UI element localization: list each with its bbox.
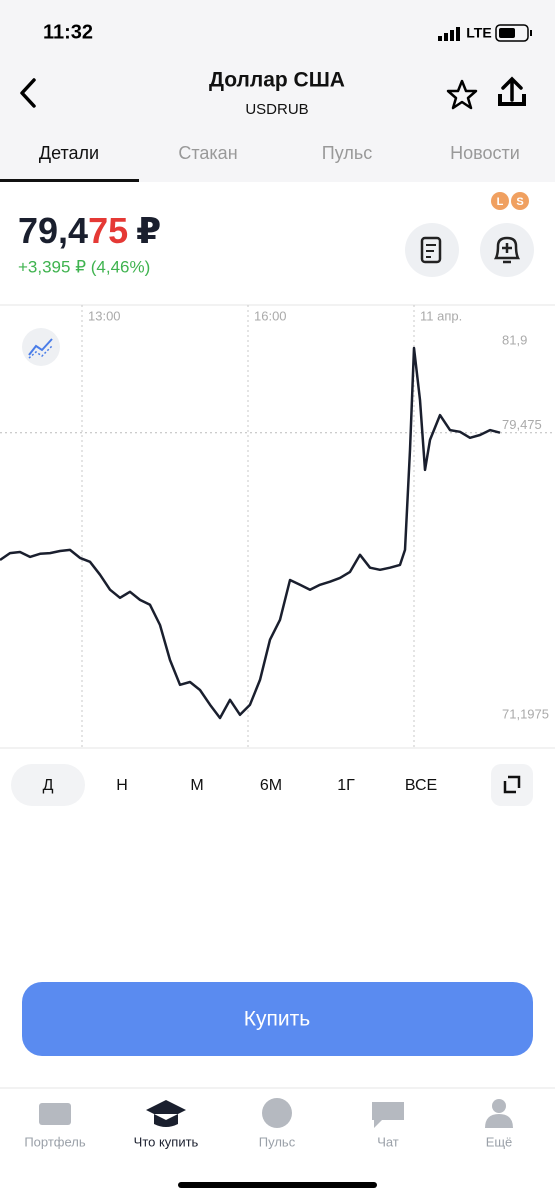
share-button[interactable] (498, 76, 526, 106)
y-tick-label: 81,9 (502, 332, 527, 347)
nav-icon (492, 1099, 506, 1113)
nav-item[interactable]: Пульс (259, 1134, 296, 1149)
back-button[interactable] (20, 78, 36, 108)
home-indicator (178, 1182, 377, 1188)
nav-icon (262, 1098, 292, 1128)
nav-icon (485, 1114, 513, 1128)
buy-button[interactable] (22, 982, 533, 1056)
range-selected (11, 764, 85, 806)
badge (511, 192, 529, 210)
tab-underline (0, 179, 139, 182)
badge-label: S (516, 196, 523, 208)
nav-item[interactable]: Чат (377, 1134, 399, 1149)
status-network: LTE (466, 25, 491, 41)
subtitle: USDRUB (245, 101, 308, 118)
indicator-button[interactable] (22, 328, 60, 366)
tab[interactable]: Новости (450, 143, 520, 163)
badge-label: L (497, 196, 504, 208)
notes-button[interactable] (405, 223, 459, 277)
price-line-series (0, 346, 501, 720)
range-option[interactable]: Н (116, 777, 128, 794)
nav-icon (372, 1102, 404, 1128)
battery (495, 24, 532, 42)
badge (491, 192, 509, 210)
price-change: +3,395 ₽ (4,46%) (18, 257, 150, 276)
tab[interactable]: Стакан (178, 143, 237, 163)
header-bg (0, 0, 555, 182)
tab[interactable]: Пульс (322, 143, 372, 163)
buy-button-label: Купить (244, 1008, 310, 1031)
price-currency: ₽ (136, 210, 161, 251)
fullscreen-button[interactable] (491, 764, 533, 806)
nav-item[interactable]: Ещё (486, 1134, 513, 1149)
chart: 13:00 16:00 11 апр. 81,9 79,475 71,1975 (0, 305, 555, 748)
alert-button[interactable] (480, 223, 534, 277)
status-time: 11:32 (43, 21, 93, 43)
title: Доллар США (209, 69, 345, 92)
nav-icon (146, 1100, 186, 1127)
range-option[interactable]: Д (43, 777, 54, 794)
price-main: 79,4 (18, 210, 88, 251)
favorite-button[interactable] (446, 79, 478, 110)
nav-icon (39, 1103, 71, 1125)
range-option[interactable]: М (190, 777, 203, 794)
x-tick-label: 16:00 (254, 308, 287, 323)
signal (438, 27, 460, 41)
nav-item[interactable]: Что купить (134, 1134, 199, 1149)
tab[interactable]: Детали (39, 143, 99, 163)
y-tick-label: 79,475 (502, 417, 542, 432)
range-option[interactable]: 1Г (337, 777, 355, 794)
x-tick-label: 11 апр. (420, 308, 462, 323)
x-tick-label: 13:00 (88, 308, 121, 323)
price: 79,475 ₽ (18, 210, 161, 251)
range-option[interactable]: ВСЕ (405, 777, 437, 794)
price-tail: 75 (88, 210, 128, 251)
nav-item[interactable]: Портфель (24, 1134, 86, 1149)
range-option[interactable]: 6М (260, 777, 282, 794)
y-tick-label: 71,1975 (502, 706, 549, 721)
